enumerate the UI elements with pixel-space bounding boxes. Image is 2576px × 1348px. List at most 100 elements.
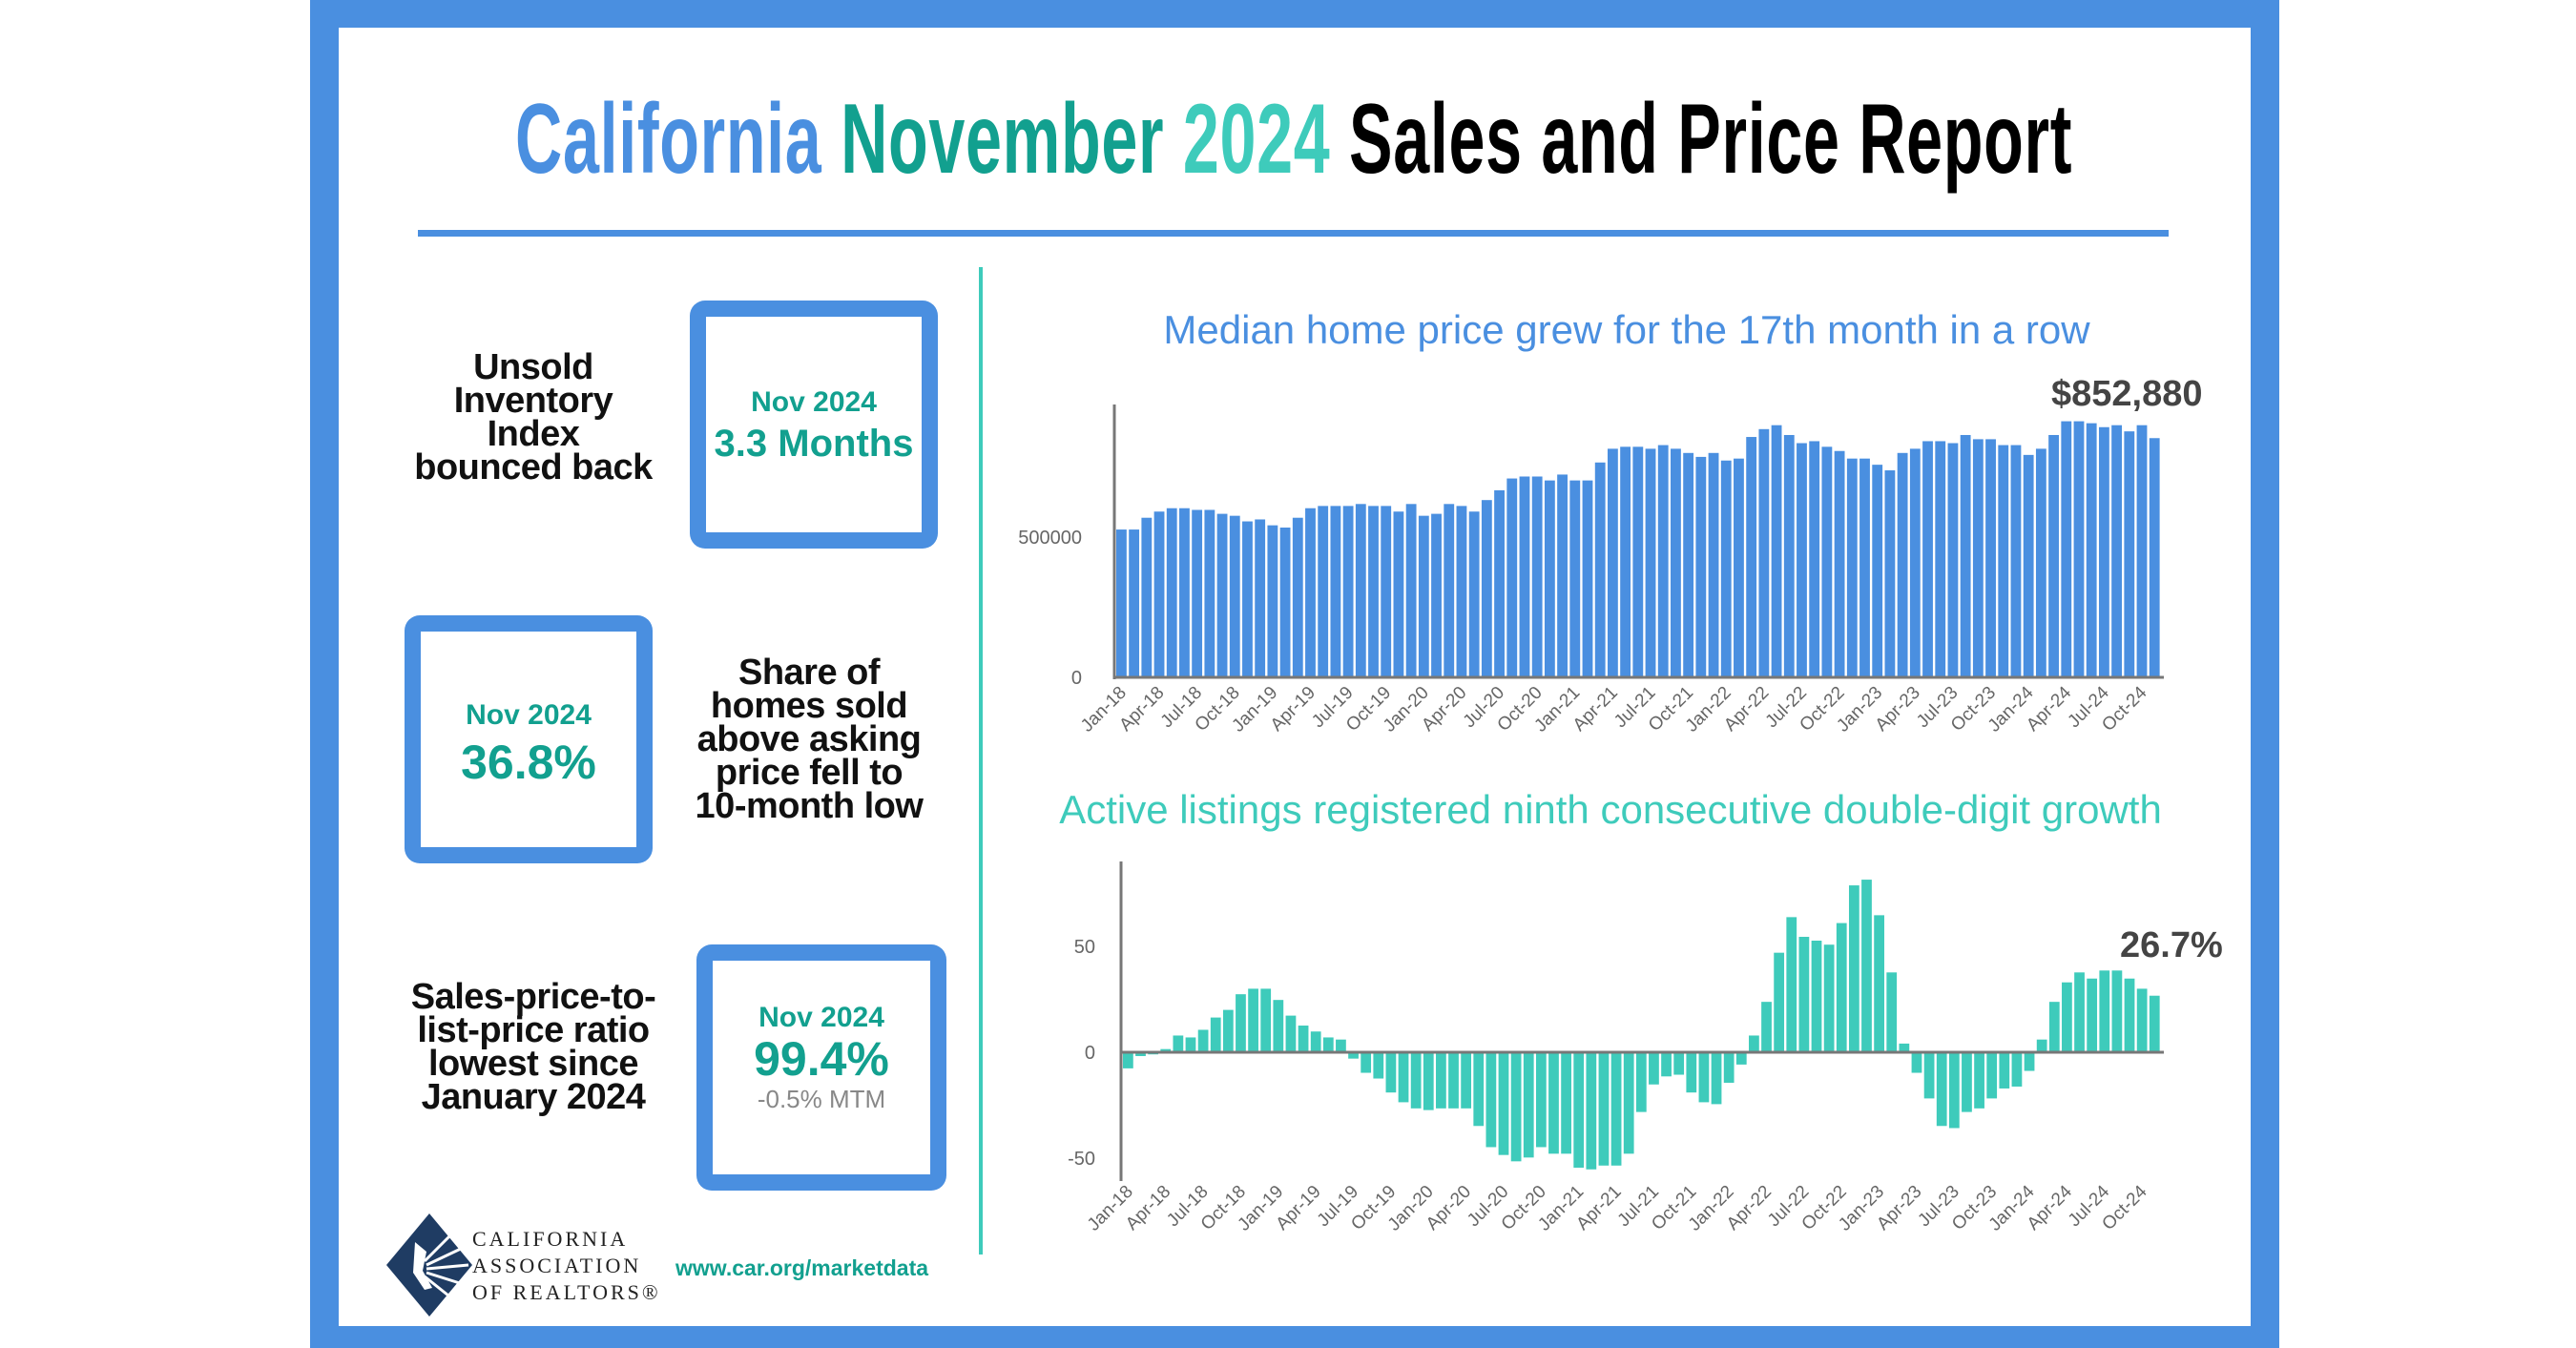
price-bar [1279,528,1291,677]
price-bar [1809,441,1820,677]
listings-y-tick-label: -50 [1068,1149,1095,1170]
price-bar [1582,480,1593,677]
listings-bar [1999,1052,2010,1089]
price-bar [2136,425,2148,677]
price-bar [2035,448,2046,677]
metric-price-ratio-box: Nov 2024 99.4% -0.5% MTM [696,944,946,1191]
listings-bar [2124,978,2135,1052]
price-bar [1834,450,1845,677]
listings-bar [1735,1052,1747,1065]
listings-bar [1698,1052,1710,1103]
price-bar [1720,460,1732,677]
listings-bar [1623,1052,1634,1154]
price-y-tick-label: 0 [1071,668,1082,689]
listings-bar [1273,1000,1284,1052]
price-bar [2061,421,2072,677]
price-bar [2073,421,2085,677]
listings-bar [1798,937,1810,1052]
title-year: 2024 [1182,84,1331,195]
price-chart-title: Median home price grew for the 17th mont… [1163,307,2090,352]
price-bar [1771,425,1782,677]
listings-bar [1410,1052,1422,1109]
listings-bar [1936,1052,1947,1127]
listings-bar [1448,1052,1459,1109]
price-bar [1318,506,1329,677]
desc-line: January 2024 [421,1077,646,1117]
price-bar [1607,448,1618,677]
listings-bar [1523,1052,1534,1158]
price-bar [1116,529,1127,677]
price-bar [1695,456,1707,677]
listings-bar [1160,1048,1172,1052]
listings-bar [1436,1052,1446,1109]
listings-bar [1561,1052,1571,1154]
price-bar [1166,508,1177,677]
price-bar [1494,489,1505,677]
title-california: California [515,84,822,195]
listings-bar [1749,1035,1759,1052]
price-bar [1557,474,1568,677]
listings-bar [2062,982,2072,1052]
price-bar [1431,513,1442,677]
price-bar [1444,504,1455,677]
listings-bar [1373,1052,1384,1079]
listings-y-tick-label: 50 [1074,937,1095,958]
listings-bar [2011,1052,2023,1087]
price-bar [1519,476,1530,677]
price-bar [1305,508,1316,677]
desc-line: list-price ratio [417,1010,650,1050]
price-bar [1229,515,1240,677]
logo-line: CALIFORNIA [472,1227,629,1251]
price-bar [1418,515,1429,677]
market-data-link[interactable]: www.car.org/marketdata [675,1255,929,1280]
listings-bar [1723,1052,1735,1083]
listings-bar [1911,1052,1922,1073]
listings-bar [1248,988,1258,1052]
listings-bar [1510,1052,1522,1162]
listings-bar [1986,1052,1998,1099]
price-bar [1405,504,1417,677]
listings-bar [1398,1052,1409,1103]
metric-inventory-box: Nov 2024 3.3 Months [690,301,938,549]
price-bar [1897,452,1908,677]
listings-bar [2087,978,2098,1052]
listings-bar [1962,1052,1972,1112]
listings-bar [1761,1002,1772,1052]
logo-line: ASSOCIATION [472,1254,642,1277]
desc-line: Share of [737,653,881,693]
metric-value: 36.8% [461,736,596,789]
metric-above-asking-box: Nov 2024 36.8% [405,615,653,863]
price-bar [1783,434,1795,677]
price-bar [1645,448,1656,677]
listings-bar [1361,1052,1372,1073]
price-bar [1947,443,1959,677]
price-bar [1393,511,1404,677]
page-title: California November 2024 Sales and Price… [515,82,2072,197]
listings-bar [1336,1039,1346,1052]
price-bar [1935,441,1946,677]
price-bar [1998,445,2009,677]
price-bar [1797,443,1807,677]
price-bar [1342,506,1354,677]
listings-callout: 26.7% [2120,925,2223,965]
price-bar [1456,506,1467,677]
price-bar [2098,426,2109,677]
price-bar [1683,452,1694,677]
listings-bar [1836,923,1847,1052]
price-bar [1909,448,1921,677]
price-bar [1544,480,1555,677]
listings-bar [1385,1052,1397,1093]
listings-bar [2048,1002,2060,1052]
price-bar [2149,438,2160,677]
title-month: November [841,84,1165,195]
price-bar [1204,509,1215,677]
listings-y-tick-label: 0 [1085,1043,1095,1064]
desc-line: 10-month low [695,786,924,826]
price-bar [1355,504,1366,677]
price-bar [1381,506,1392,677]
listings-bar [1573,1052,1585,1168]
price-bar [1734,458,1744,677]
listings-bar [2024,1052,2035,1071]
listings-bar [1498,1052,1509,1155]
